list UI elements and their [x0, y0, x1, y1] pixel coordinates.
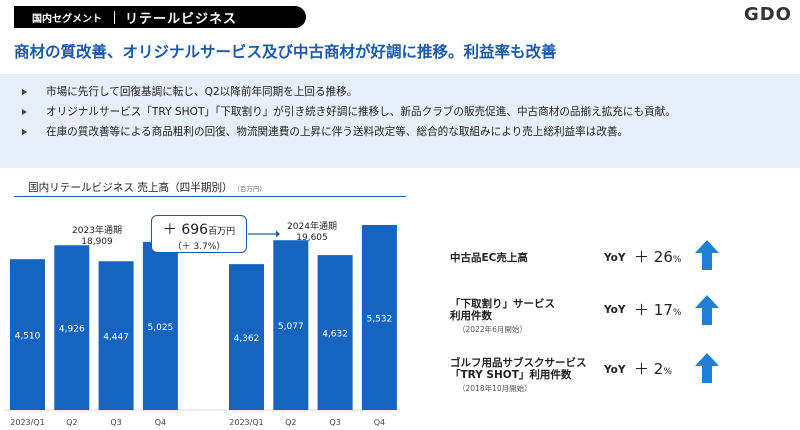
bullet-arrow-icon — [22, 89, 27, 95]
up-arrow-icon — [695, 295, 719, 325]
metric-number: 26 — [653, 248, 673, 266]
metric-label-line: ゴルフ用品サブスクサービス — [450, 357, 587, 369]
x-tick-label: Q3 — [329, 418, 340, 427]
metric-number: 17 — [653, 301, 673, 319]
metric-unit: % — [672, 308, 682, 318]
segment-divider — [114, 10, 115, 24]
x-tick-label: 2023/Q1 — [229, 418, 263, 427]
bullet-text: 在庫の質改善等による商品粗利の回復、物流関連費の上昇に伴う送料改定等、総合的な取… — [46, 126, 629, 138]
x-tick-label: Q2 — [285, 418, 296, 427]
metric-value: ＋ 2% — [634, 358, 672, 379]
segment-title: リテールビジネス — [125, 11, 238, 27]
metric-sign: ＋ — [634, 248, 650, 266]
metric-label-trade-in: 「下取割り」サービス 利用件数 — [450, 298, 555, 322]
bullet-text: オリジナルサービス「TRY SHOT」「下取割り」が引き続き好調に推移し、新品ク… — [46, 106, 676, 118]
bar-value-label: 5,077 — [278, 322, 304, 332]
up-arrow-icon — [695, 353, 719, 383]
sales-bar-chart: 4,510 2023/Q1 4,926 Q2 4,447 Q3 5,025 Q4 4,362 20… — [4, 225, 400, 427]
x-tick-label: Q2 — [66, 418, 77, 427]
metric-label-try-shot: ゴルフ用品サブスクサービス 「TRY SHOT」利用件数 — [450, 357, 587, 381]
bullet-item: オリジナルサービス「TRY SHOT」「下取割り」が引き続き好調に推移し、新品ク… — [22, 102, 800, 122]
bar-value-label: 4,447 — [103, 333, 129, 343]
diff-main: ＋ 696百万円 — [152, 219, 246, 239]
metric-value: ＋ 17% — [634, 299, 681, 320]
metric-sign: ＋ — [634, 360, 650, 378]
bar-value-label: 4,926 — [59, 325, 85, 335]
metric-yoy: YoY — [604, 252, 626, 264]
annotation-2023-total: 18,909 — [81, 237, 113, 247]
x-tick-label: Q3 — [110, 418, 121, 427]
diff-value: ＋ 696 — [162, 222, 209, 238]
bar-value-label: 4,510 — [15, 332, 41, 342]
metric-sign: ＋ — [634, 301, 650, 319]
metric-label-used-ec: 中古品EC売上高 — [450, 252, 528, 264]
metric-sub: （2018年10月開始） — [458, 384, 532, 393]
metric-label-line: 「TRY SHOT」利用件数 — [450, 369, 572, 381]
bullet-item: 市場に先行して回復基調に転じ、Q2以降前年同期を上回る推移。 — [22, 82, 800, 102]
x-tick-label: Q4 — [155, 418, 166, 427]
annotation-2024-label: 2024年通期 — [287, 222, 337, 232]
metric-number: 2 — [653, 360, 664, 378]
bar — [98, 261, 134, 410]
diff-pct: （＋ 3.7%） — [172, 242, 226, 252]
bar — [273, 240, 309, 410]
diff-arrow-icon — [248, 230, 280, 238]
yoy-diff-box: ＋ 696百万円 （＋ 3.7%） — [151, 215, 247, 253]
bullet-item: 在庫の質改善等による商品粗利の回復、物流関連費の上昇に伴う送料改定等、総合的な取… — [22, 122, 800, 142]
metric-sub: （2022年6月開始） — [458, 325, 527, 334]
metric-yoy: YoY — [604, 304, 626, 316]
metric-unit: % — [672, 255, 682, 265]
bar-value-label: 4,362 — [234, 334, 260, 344]
chart-title: 国内リテールビジネス 売上高（四半期別） （百万円） — [28, 180, 266, 195]
annotation-2024-total: 19,605 — [296, 233, 328, 243]
metric-unit: % — [663, 367, 672, 377]
metric-label-line: 「下取割り」サービス — [450, 298, 555, 310]
bar-value-label: 5,532 — [367, 315, 393, 325]
chart-unit: （百万円） — [236, 185, 266, 193]
bar — [142, 241, 178, 410]
bar — [54, 245, 90, 410]
metric-yoy: YoY — [604, 364, 626, 376]
bar — [229, 264, 264, 410]
annotation-2024: 2024年通期 19,605 — [277, 222, 347, 244]
annotation-2023-label: 2023年通期 — [72, 226, 122, 236]
chart-title-underline — [14, 196, 406, 197]
bullet-text: 市場に先行して回復基調に転じ、Q2以降前年同期を上回る推移。 — [46, 86, 358, 98]
diff-unit: 百万円 — [208, 227, 236, 237]
up-arrow-icon — [695, 240, 719, 270]
metric-label-line: 利用件数 — [450, 310, 492, 322]
bullet-arrow-icon — [22, 129, 27, 135]
bullet-box: 市場に先行して回復基調に転じ、Q2以降前年同期を上回る推移。 オリジナルサービス… — [0, 74, 800, 168]
page-headline: 商材の質改善、オリジナルサービス及び中古商材が好調に推移。利益率も改善 — [14, 43, 557, 61]
chart-title-text: 国内リテールビジネス 売上高（四半期別） — [28, 182, 233, 194]
bar — [10, 259, 45, 410]
x-tick-label: Q4 — [374, 418, 385, 427]
bar-value-label: 4,632 — [322, 330, 348, 340]
metric-value: ＋ 26% — [634, 246, 681, 267]
x-tick-label: 2023/Q1 — [10, 418, 44, 427]
bar — [361, 225, 397, 410]
annotation-2023: 2023年通期 18,909 — [62, 226, 132, 248]
bullet-arrow-icon — [22, 109, 27, 115]
bar-value-label: 5,025 — [148, 323, 174, 333]
segment-label: 国内セグメント — [32, 13, 102, 25]
gdo-logo: GDO — [743, 4, 792, 25]
bar — [317, 255, 353, 410]
segment-header: 国内セグメント リテールビジネス — [14, 6, 306, 28]
